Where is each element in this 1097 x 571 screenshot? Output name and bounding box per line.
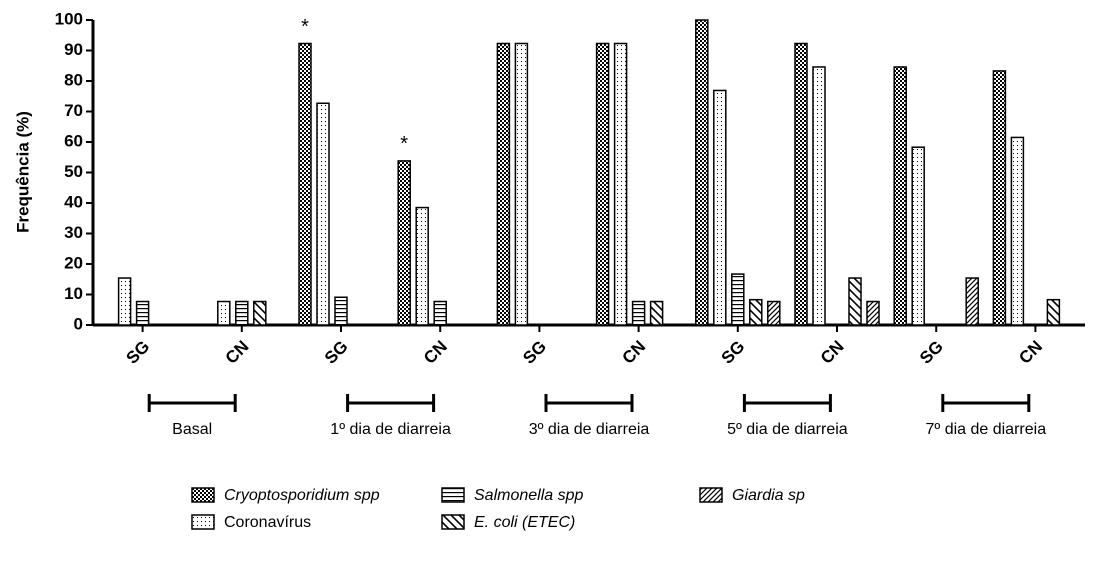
group-label: Basal: [172, 421, 212, 438]
x-tick-label: CN: [420, 337, 451, 368]
bar: [992, 70, 1007, 326]
legend-label: Coronavírus: [224, 514, 311, 531]
x-tick-label: CN: [618, 337, 649, 368]
bar: [794, 42, 808, 326]
legend-swatch: [699, 487, 723, 503]
legend-label: Salmonella spp: [474, 487, 584, 504]
y-tick-label: 30: [64, 223, 83, 242]
bar: [496, 42, 511, 326]
y-tick-label: 20: [64, 253, 83, 272]
y-tick-label: 70: [64, 101, 83, 120]
bar: [397, 160, 411, 326]
bar: [117, 277, 132, 326]
bar: [731, 273, 745, 326]
bar: [415, 206, 429, 326]
bar: [595, 42, 610, 326]
bar: [316, 102, 330, 326]
x-tick-label: SG: [718, 337, 749, 368]
x-tick-label: SG: [321, 337, 352, 368]
legend-swatch: [191, 487, 215, 503]
x-tick-label: CN: [222, 337, 253, 368]
bar: [1046, 298, 1061, 326]
bar: [433, 300, 447, 326]
bar: [514, 42, 529, 326]
legend-swatch: [191, 514, 215, 530]
bar: [812, 66, 826, 326]
bar: [866, 300, 880, 326]
bar: [695, 19, 709, 326]
y-tick-label: 100: [55, 9, 83, 28]
bar: [1010, 136, 1025, 326]
y-tick-label: 40: [64, 192, 83, 211]
bar: [253, 300, 267, 326]
annotation: *: [301, 16, 309, 38]
legend-swatch: [441, 487, 465, 503]
bar: [631, 300, 646, 326]
bar: [911, 146, 925, 326]
y-tick-label: 0: [74, 314, 83, 333]
x-tick-label: CN: [817, 337, 848, 368]
y-tick-label: 80: [64, 70, 83, 89]
bar: [135, 300, 150, 326]
legend-label: Cryoptosporidium spp: [224, 487, 380, 504]
bar: [848, 277, 862, 326]
group-label: 1º dia de diarreia: [330, 421, 451, 438]
group-label: 3º dia de diarreia: [529, 421, 650, 438]
y-tick-label: 60: [64, 131, 83, 150]
bar: [649, 300, 664, 326]
legend-label: E. coli (ETEC): [474, 514, 575, 531]
bar: [965, 277, 979, 326]
y-axis-label: Frequência (%): [13, 111, 32, 233]
bar: [334, 296, 348, 326]
x-tick-label: SG: [122, 337, 153, 368]
bar: [749, 298, 763, 326]
bar: [713, 89, 727, 326]
bar: [298, 42, 312, 326]
legend-swatch: [441, 514, 465, 530]
x-tick-label: SG: [916, 337, 947, 368]
x-tick-label: CN: [1015, 337, 1046, 368]
legend-label: Giardia sp: [732, 487, 805, 504]
annotation: *: [400, 133, 408, 155]
bar: [235, 300, 249, 326]
bar: [217, 300, 231, 326]
group-label: 5º dia de diarreia: [727, 421, 848, 438]
y-tick-label: 10: [64, 284, 83, 303]
bar: [893, 66, 907, 326]
y-tick-label: 90: [64, 40, 83, 59]
y-tick-label: 50: [64, 162, 83, 181]
x-tick-label: SG: [519, 337, 550, 368]
bar: [613, 42, 628, 326]
bar: [767, 300, 781, 326]
group-label: 7º dia de diarreia: [926, 421, 1047, 438]
